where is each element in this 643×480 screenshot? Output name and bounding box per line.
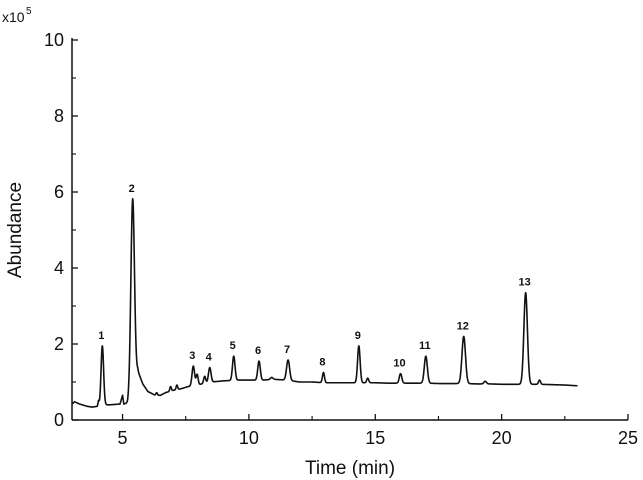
x-tick-label: 20 [492,428,512,448]
peak-label-3: 3 [189,350,195,362]
axes [71,38,628,421]
peak-label-1: 1 [98,330,104,342]
peak-label-5: 5 [230,340,236,352]
x-axis-title: Time (min) [305,458,395,479]
peak-label-4: 4 [206,352,213,364]
x-ticks: 5 10 15 20 25 [118,414,638,448]
y-ticks: 0 2 4 6 8 10 [44,30,78,430]
peak-label-6: 6 [255,345,261,357]
y-multiplier-base: x10 [2,9,25,25]
x-tick-label: 10 [239,428,259,448]
y-tick-label: 4 [54,258,64,278]
y-tick-label: 0 [54,410,64,430]
chromatogram-trace [71,198,578,408]
y-tick-label: 6 [54,182,64,202]
y-tick-label: 10 [44,30,64,50]
peak-label-7: 7 [284,344,290,356]
peak-label-2: 2 [129,183,135,195]
x-tick-label: 5 [118,428,128,448]
y-tick-label: 8 [54,106,64,126]
y-multiplier-exponent: 5 [26,6,32,17]
peak-label-11: 11 [419,340,431,352]
peak-label-12: 12 [457,320,469,332]
x-tick-label: 25 [618,428,638,448]
peak-label-13: 13 [519,277,531,289]
peak-label-8: 8 [319,357,325,369]
y-axis-title: Abundance [5,182,26,278]
x-tick-label: 15 [365,428,385,448]
peak-label-10: 10 [393,358,405,370]
y-tick-label: 2 [54,334,64,354]
peak-label-9: 9 [355,330,361,342]
